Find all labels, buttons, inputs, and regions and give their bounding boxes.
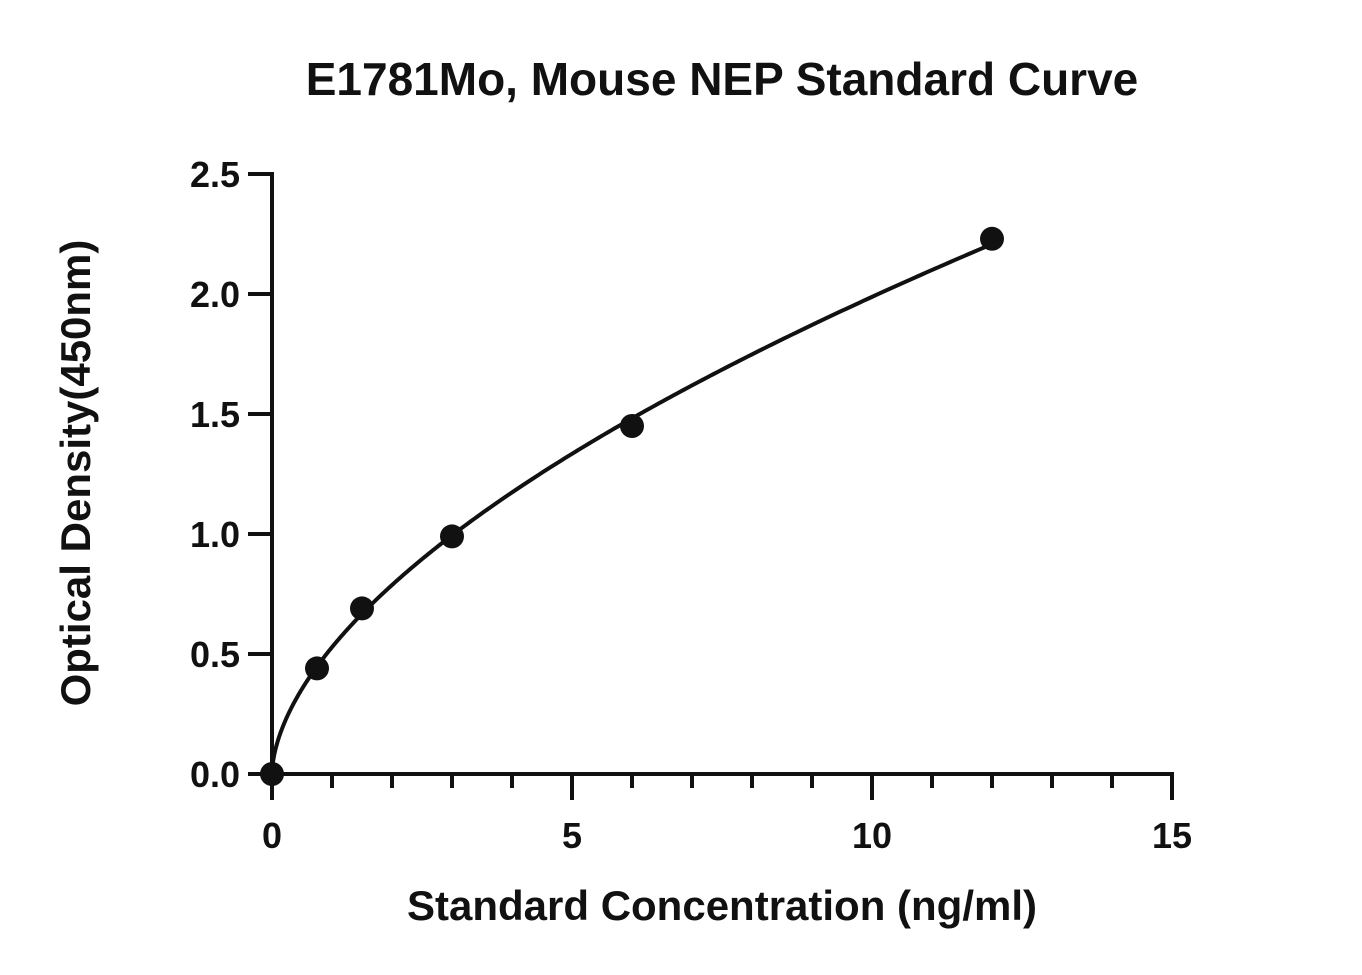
data-point: [620, 414, 644, 438]
x-tick-label: 5: [562, 815, 582, 856]
y-tick-label: 2.0: [190, 274, 240, 315]
y-tick-label: 0.5: [190, 634, 240, 675]
y-tick-label: 1.0: [190, 514, 240, 555]
x-tick-label: 15: [1152, 815, 1192, 856]
x-axis-label: Standard Concentration (ng/ml): [407, 882, 1037, 929]
data-point: [980, 226, 1004, 251]
y-axis-label: Optical Density(450nm): [52, 240, 99, 707]
data-point: [440, 524, 464, 549]
x-tick-label: 10: [852, 815, 892, 856]
axes: [270, 172, 1174, 776]
tick-labels: 0.0 0.5 1.0 1.5 2.0 2.5 0 5 10 15: [190, 154, 1192, 856]
x-tick-label: 0: [262, 815, 282, 856]
data-point: [350, 596, 374, 621]
chart-title: E1781Mo, Mouse NEP Standard Curve: [306, 53, 1139, 105]
data-points: [260, 226, 1004, 786]
ticks: [248, 172, 1174, 800]
data-point: [260, 762, 284, 786]
fit-curve: [270, 242, 993, 775]
fit-curves: [270, 242, 993, 775]
y-tick-label: 1.5: [190, 394, 240, 435]
y-tick-label: 0.0: [190, 754, 240, 795]
y-tick-label: 2.5: [190, 154, 240, 195]
data-point: [305, 656, 329, 681]
